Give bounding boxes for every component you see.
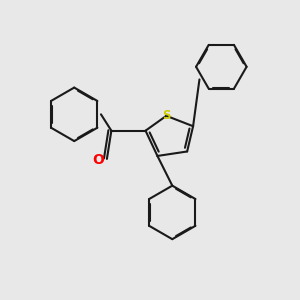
Text: O: O bbox=[92, 153, 104, 167]
Text: S: S bbox=[162, 109, 171, 122]
